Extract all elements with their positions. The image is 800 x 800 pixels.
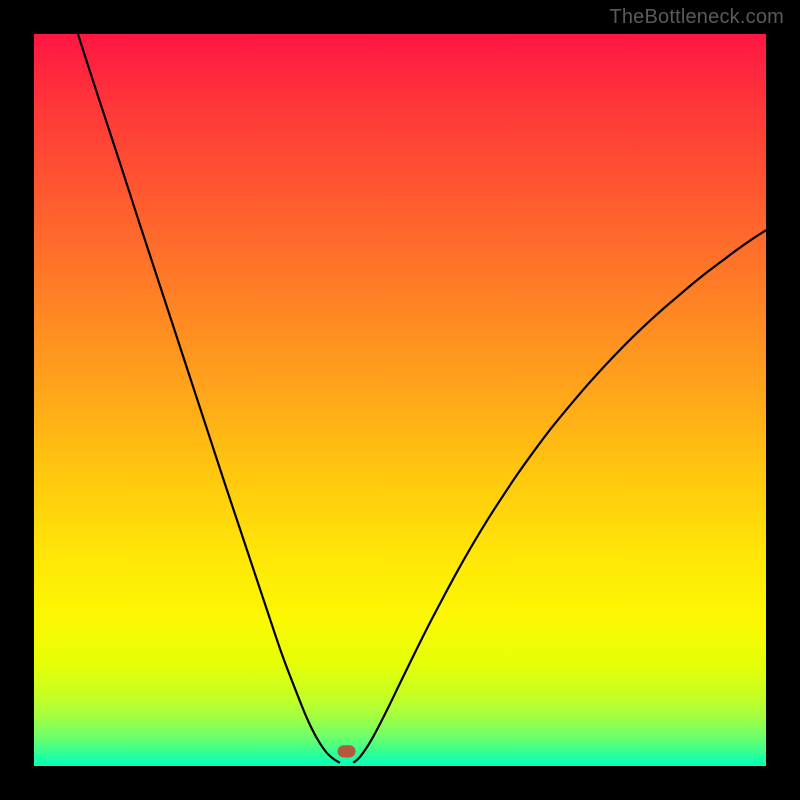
right-branch-line: [353, 230, 766, 763]
left-branch-line: [78, 34, 340, 763]
chart-plot-area: [34, 34, 766, 766]
watermark-label: TheBottleneck.com: [609, 6, 784, 29]
min-marker: [338, 746, 356, 758]
chart-curve-layer: [34, 34, 766, 766]
